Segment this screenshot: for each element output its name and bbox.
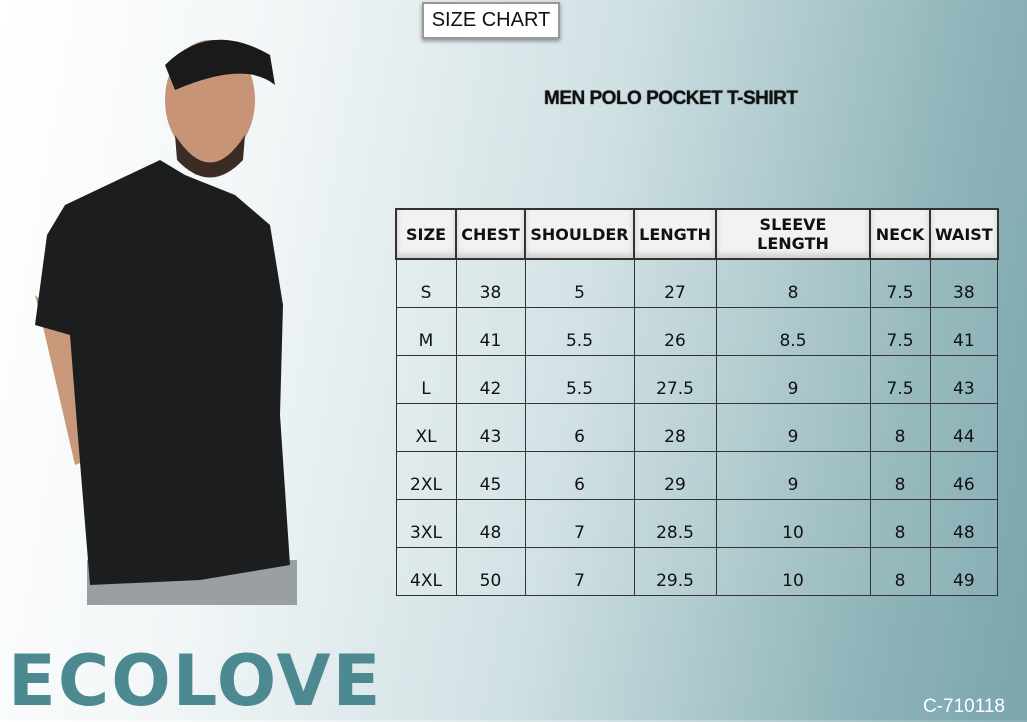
table-cell: 5.5 xyxy=(524,354,635,404)
table-cell: 2XL xyxy=(395,450,457,500)
table-cell: 10 xyxy=(715,498,871,548)
column-header: CHEST xyxy=(455,208,526,260)
size-chart-label: SIZE CHART xyxy=(422,2,560,39)
table-cell: 45 xyxy=(455,450,526,500)
table-row: XL 43 6 28 9 8 44 xyxy=(395,402,999,452)
table-cell: 10 xyxy=(715,546,871,596)
table-cell: 9 xyxy=(715,402,871,452)
table-cell: XL xyxy=(395,402,457,452)
table-cell: 29.5 xyxy=(633,546,717,596)
table-cell: 5 xyxy=(524,258,635,308)
table-row: L 42 5.5 27.5 9 7.5 43 xyxy=(395,354,999,404)
table-cell: 48 xyxy=(455,498,526,548)
table-cell: L xyxy=(395,354,457,404)
table-cell: M xyxy=(395,306,457,356)
table-cell: 28 xyxy=(633,402,717,452)
column-header: SHOULDER xyxy=(524,208,635,260)
table-cell: 6 xyxy=(524,402,635,452)
table-cell: 44 xyxy=(929,402,999,452)
table-cell: 8.5 xyxy=(715,306,871,356)
table-row: 2XL 45 6 29 9 8 46 xyxy=(395,450,999,500)
table-cell: 49 xyxy=(929,546,999,596)
table-cell: 42 xyxy=(455,354,526,404)
product-code: C-710118 xyxy=(922,696,1005,717)
table-cell: 8 xyxy=(869,450,931,500)
logo-text: ECOLOVE xyxy=(8,640,383,722)
column-header: SLEEVE LENGTH xyxy=(715,208,871,260)
table-cell: 8 xyxy=(869,402,931,452)
table-cell: 9 xyxy=(715,354,871,404)
table-cell: 48 xyxy=(929,498,999,548)
table-cell: 38 xyxy=(455,258,526,308)
product-title: MEN POLO POCKET T-SHIRT xyxy=(544,88,798,109)
table-cell: 28.5 xyxy=(633,498,717,548)
size-chart-table: SIZE CHEST SHOULDER LENGTH SLEEVE LENGTH… xyxy=(395,208,999,596)
table-row: 4XL 50 7 29.5 10 8 49 xyxy=(395,546,999,596)
table-cell: 4XL xyxy=(395,546,457,596)
table-cell: 46 xyxy=(929,450,999,500)
table-cell: 7.5 xyxy=(869,258,931,308)
table-cell: 43 xyxy=(455,402,526,452)
table-cell: 27 xyxy=(633,258,717,308)
table-cell: 26 xyxy=(633,306,717,356)
table-cell: 7.5 xyxy=(869,306,931,356)
table-cell: 38 xyxy=(929,258,999,308)
table-cell: 7 xyxy=(524,546,635,596)
model-photo xyxy=(35,39,297,605)
table-cell: 3XL xyxy=(395,498,457,548)
table-cell: 29 xyxy=(633,450,717,500)
table-cell: 8 xyxy=(715,258,871,308)
table-row: M 41 5.5 26 8.5 7.5 41 xyxy=(395,306,999,356)
table-cell: 8 xyxy=(869,546,931,596)
table-cell: 41 xyxy=(929,306,999,356)
table-cell: 5.5 xyxy=(524,306,635,356)
table-cell: 41 xyxy=(455,306,526,356)
table-cell: 7 xyxy=(524,498,635,548)
ecolove-logo: ECOLOVE xyxy=(8,640,382,722)
table-row: S 38 5 27 8 7.5 38 xyxy=(395,258,999,308)
table-row: 3XL 48 7 28.5 10 8 48 xyxy=(395,498,999,548)
table-header-row: SIZE CHEST SHOULDER LENGTH SLEEVE LENGTH… xyxy=(395,208,999,260)
table-cell: 9 xyxy=(715,450,871,500)
table-cell: 43 xyxy=(929,354,999,404)
table-cell: 7.5 xyxy=(869,354,931,404)
column-header: WAIST xyxy=(929,208,999,260)
column-header: SIZE xyxy=(395,208,457,260)
table-cell: S xyxy=(395,258,457,308)
table-cell: 27.5 xyxy=(633,354,717,404)
table-cell: 8 xyxy=(869,498,931,548)
table-cell: 50 xyxy=(455,546,526,596)
column-header: LENGTH xyxy=(633,208,717,260)
column-header: NECK xyxy=(869,208,931,260)
table-cell: 6 xyxy=(524,450,635,500)
